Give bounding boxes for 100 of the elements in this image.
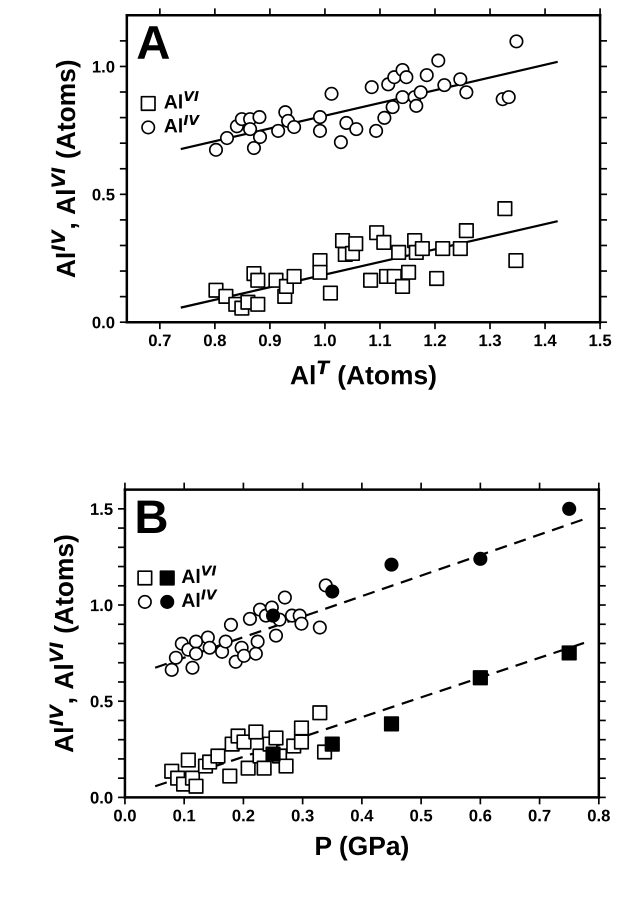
point [256, 760, 272, 776]
point [312, 110, 328, 124]
point [562, 502, 576, 516]
point [391, 244, 406, 260]
point [339, 116, 354, 130]
point [210, 748, 226, 764]
point [271, 124, 286, 138]
point [236, 648, 252, 663]
point [266, 608, 280, 623]
point [458, 223, 474, 238]
point [168, 650, 183, 665]
point [202, 640, 217, 655]
legend-label: Al$^{IV}$ [182, 590, 218, 607]
point [268, 628, 284, 643]
point [377, 110, 392, 125]
point [437, 78, 452, 92]
point [400, 264, 416, 280]
point [286, 268, 302, 284]
point [268, 730, 284, 746]
point [459, 85, 474, 100]
point [220, 131, 234, 146]
y-tick-label: 1.0 [91, 599, 112, 612]
point [497, 201, 512, 216]
point [208, 142, 224, 157]
point [224, 618, 238, 632]
x-tick-label: 0.9 [258, 334, 281, 346]
y-tick-label: 1.5 [91, 503, 113, 516]
y-tick-label: 1.0 [92, 60, 114, 73]
point [562, 645, 577, 661]
y-tick-label: 0.0 [90, 792, 112, 804]
point [349, 122, 364, 136]
point [364, 80, 379, 94]
x-tick-label: 1.0 [314, 334, 336, 346]
point [294, 734, 310, 750]
x-tick-label: 0.2 [232, 810, 254, 822]
point [278, 590, 292, 605]
point [409, 98, 424, 113]
point [431, 54, 446, 68]
point [414, 85, 428, 100]
y-axis-title: Al$^{IV}$, Al$^{VI}$ (Atoms) [50, 535, 79, 752]
y-tick-label: 0.5 [90, 696, 113, 708]
point [250, 296, 266, 312]
legend-label: Al$^{VI}$ [164, 91, 199, 108]
point [312, 264, 328, 280]
point [363, 272, 378, 288]
x-tick-label: 0.3 [292, 810, 314, 822]
point [188, 646, 204, 661]
y-tick-label: 0.5 [92, 188, 115, 201]
point [248, 724, 264, 740]
point [252, 110, 266, 124]
point [472, 670, 488, 686]
point [452, 240, 468, 256]
point [294, 616, 309, 631]
x-tick-label: 0.1 [173, 810, 196, 822]
point [312, 124, 328, 138]
point [376, 234, 392, 250]
point [185, 660, 200, 675]
point [246, 140, 261, 156]
point [312, 620, 327, 635]
x-tick-label: 1.2 [424, 334, 446, 346]
point [384, 558, 399, 572]
point [322, 285, 338, 301]
point [435, 240, 450, 256]
point [218, 634, 233, 649]
point [265, 746, 281, 762]
x-tick-label: 1.1 [369, 334, 392, 346]
point [248, 646, 263, 661]
annotation: A [137, 26, 170, 59]
legend-label: Al$^{IV}$ [164, 115, 200, 132]
x-tick-label: 0.7 [148, 334, 171, 346]
point [395, 90, 410, 104]
point [348, 236, 364, 252]
point [222, 768, 238, 784]
point [312, 705, 328, 720]
x-tick-label: 0.5 [410, 810, 432, 822]
point [164, 662, 179, 677]
point [384, 716, 400, 732]
point [243, 122, 258, 136]
point [324, 736, 340, 752]
point [502, 90, 516, 104]
point [250, 272, 266, 288]
point [294, 720, 310, 736]
x-tick-label: 0.7 [528, 810, 550, 822]
x-tick-label: 1.4 [534, 334, 557, 346]
x-tick-label: 1.5 [590, 334, 612, 346]
point [399, 70, 414, 84]
point [453, 72, 468, 86]
point [240, 760, 256, 776]
point [414, 240, 430, 256]
point [394, 278, 410, 294]
point [334, 135, 348, 150]
x-tick-label: 1.3 [479, 334, 502, 346]
point [236, 734, 252, 750]
point [252, 130, 268, 144]
point [429, 270, 444, 286]
point [180, 752, 196, 768]
point [508, 252, 524, 268]
x-tick-label: 0.8 [204, 334, 226, 346]
point [278, 758, 294, 774]
point [250, 634, 265, 649]
